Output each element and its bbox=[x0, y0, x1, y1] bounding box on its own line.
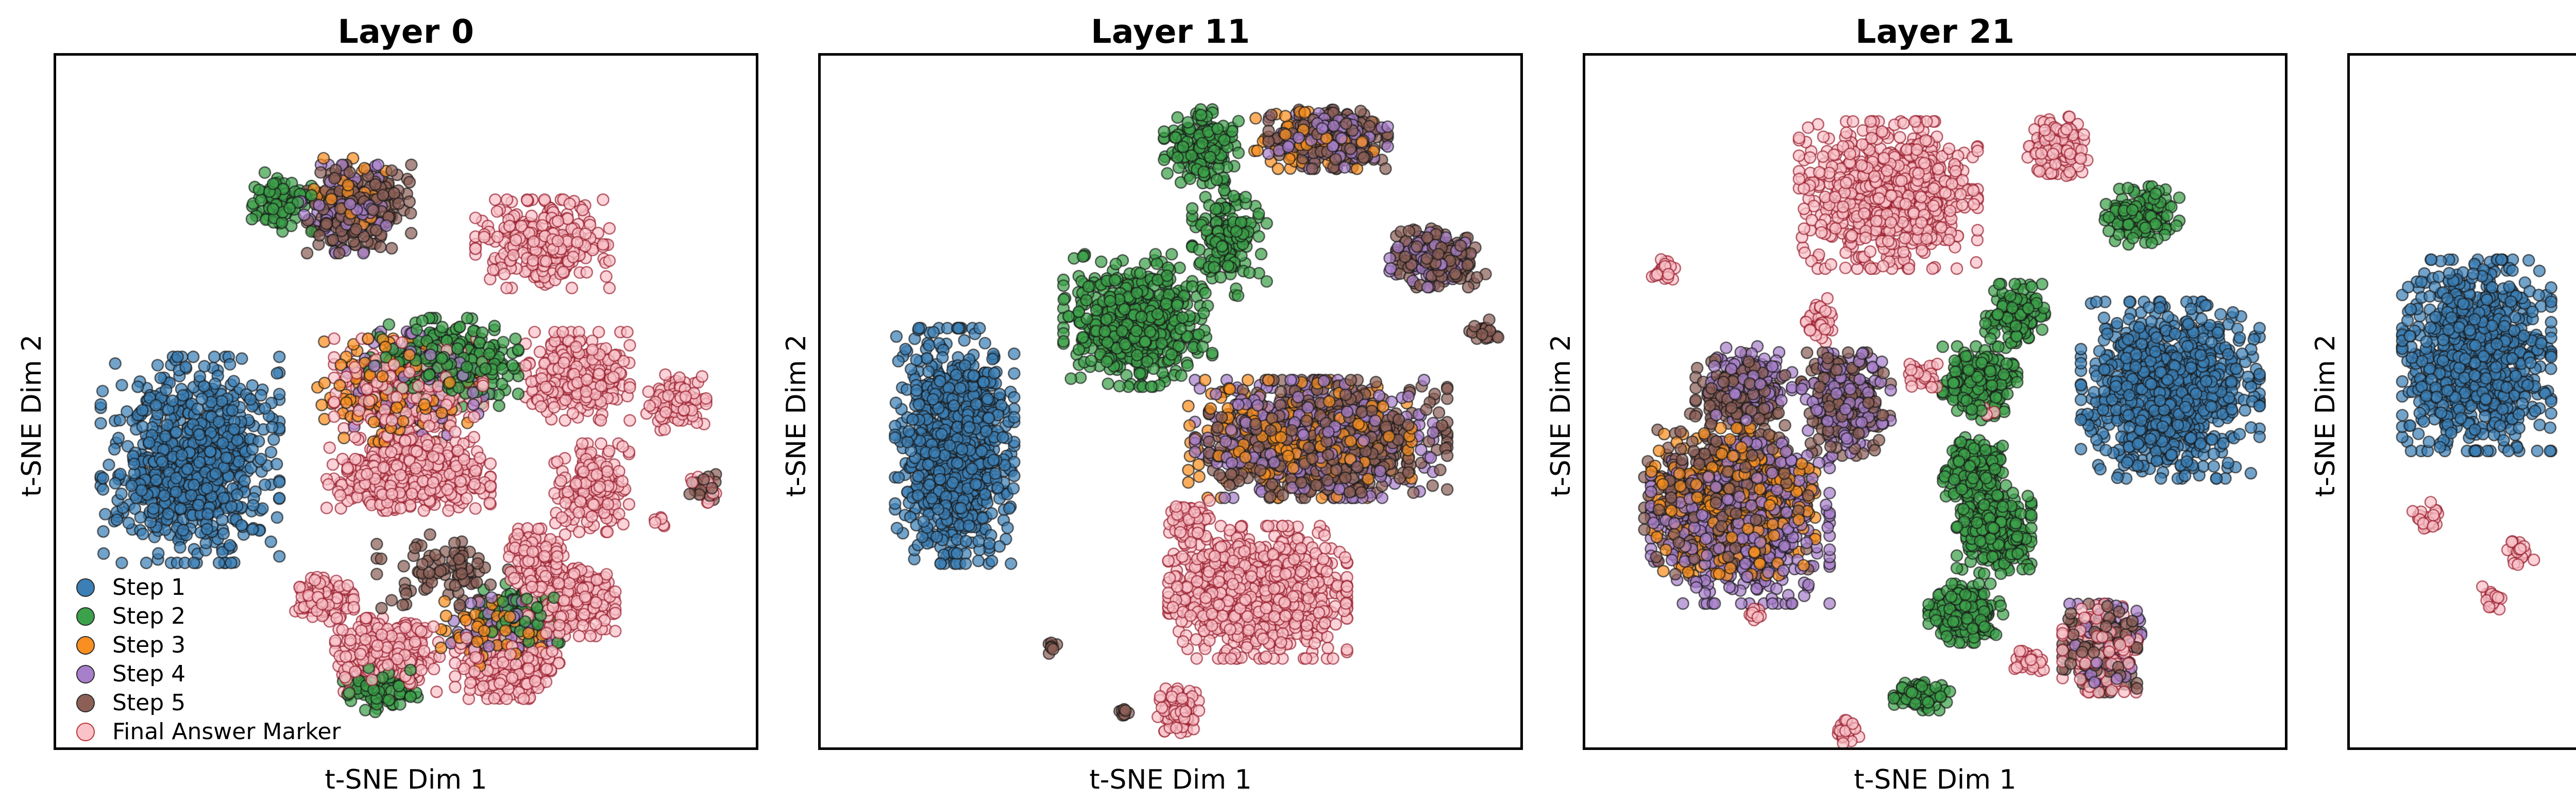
plot-area bbox=[2347, 53, 2576, 750]
legend: Step 1 Step 2 Step 3 Step 4 Step 5 Final Answ… bbox=[76, 573, 341, 746]
legend-marker-icon bbox=[76, 636, 95, 655]
legend-label: Step 4 bbox=[112, 661, 186, 687]
legend-item-5[interactable]: Step 5 bbox=[76, 689, 341, 717]
scatter-points bbox=[56, 56, 756, 747]
scatter-panel-2: Layer 21 t-SNE Dim 1 t-SNE Dim 2 bbox=[1546, 13, 2287, 795]
y-axis-label: t-SNE Dim 2 bbox=[1546, 334, 1577, 497]
legend-marker-icon bbox=[76, 607, 95, 626]
panel-title: Layer 0 bbox=[337, 13, 474, 51]
x-axis-label: t-SNE Dim 1 bbox=[2347, 764, 2576, 795]
scatter-points bbox=[821, 56, 1520, 747]
scatter-panel-3: Layer 31t-SNE Dim 1t-SNE Dim 2 bbox=[2310, 53, 2576, 750]
legend-label: Step 1 bbox=[112, 574, 186, 600]
y-axis-label: t-SNE Dim 2 bbox=[781, 334, 812, 497]
legend-label: Step 5 bbox=[112, 690, 186, 716]
legend-marker-icon bbox=[76, 578, 95, 597]
legend-label: Final Answer Marker bbox=[112, 719, 341, 745]
y-axis-label: t-SNE Dim 2 bbox=[16, 334, 47, 497]
legend-label: Step 3 bbox=[112, 632, 186, 658]
plot-area bbox=[54, 53, 758, 750]
scatter-panel-0: Layer 0 t-SNE Dim 1 t-SNE Dim 2 bbox=[16, 13, 758, 795]
legend-item-4[interactable]: Step 4 bbox=[76, 660, 341, 689]
panel-title: Layer 31 bbox=[2347, 13, 2576, 51]
legend-marker-icon bbox=[76, 694, 95, 712]
plot-area bbox=[818, 53, 1523, 750]
legend-marker-icon bbox=[76, 723, 95, 741]
legend-item-6[interactable]: Final Answer Marker bbox=[76, 717, 341, 746]
legend-label: Step 2 bbox=[112, 603, 186, 629]
x-axis-label: t-SNE Dim 1 bbox=[1089, 764, 1252, 795]
legend-item-1[interactable]: Step 1 bbox=[76, 573, 341, 602]
legend-marker-icon bbox=[76, 665, 95, 683]
legend-item-2[interactable]: Step 2 bbox=[76, 602, 341, 631]
scatter-panel-1: Layer 11 t-SNE Dim 1 t-SNE Dim 2 bbox=[781, 13, 1523, 795]
y-axis-label: t-SNE Dim 2 bbox=[2310, 334, 2341, 497]
scatter-points bbox=[2350, 56, 2576, 747]
legend-item-3[interactable]: Step 3 bbox=[76, 631, 341, 660]
plot-area bbox=[1583, 53, 2287, 750]
panel-title: Layer 21 bbox=[1855, 13, 2015, 51]
x-axis-label: t-SNE Dim 1 bbox=[325, 764, 487, 795]
panel-title: Layer 11 bbox=[1091, 13, 1250, 51]
x-axis-label: t-SNE Dim 1 bbox=[1854, 764, 2016, 795]
scatter-points bbox=[1585, 56, 2285, 747]
